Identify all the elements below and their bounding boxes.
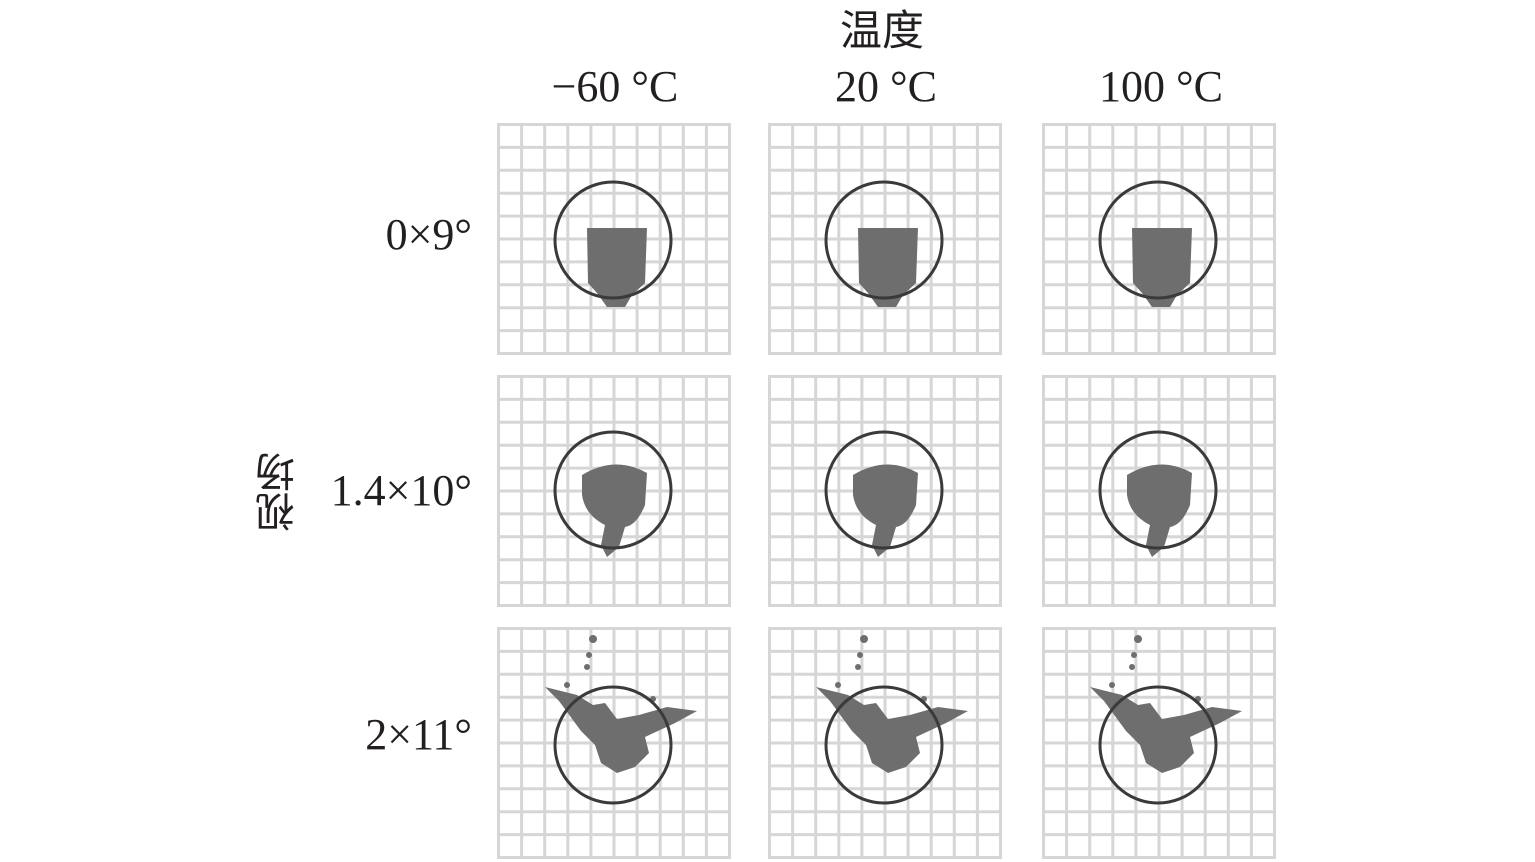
spot-diagram-r2-c1 <box>497 375 731 607</box>
stray-ray-dot <box>860 635 868 643</box>
ray-spot <box>858 228 918 307</box>
ray-spot <box>1090 687 1242 773</box>
spot-diagram-r1-c2 <box>768 123 1002 355</box>
airy-disk-circle <box>553 430 673 550</box>
stray-ray-dot <box>1109 682 1115 688</box>
spot-diagram-svg <box>497 627 731 859</box>
airy-disk-circle <box>824 685 944 805</box>
ray-spot <box>853 464 918 557</box>
spot-diagram-r3-c1 <box>497 627 731 859</box>
ray-spot <box>816 687 968 773</box>
stray-ray-dot <box>855 664 861 670</box>
spot-diagram-r1-c1 <box>497 123 731 355</box>
temperature-title: 温度 <box>840 6 925 55</box>
stray-ray-dot <box>584 664 590 670</box>
spot-diagram-r2-c3 <box>1042 375 1276 607</box>
stray-ray-dot <box>835 682 841 688</box>
airy-disk-circle <box>553 180 673 300</box>
column-label-100: 100 °C <box>1099 62 1223 111</box>
row-label-0x9: 0×9° <box>385 210 472 259</box>
spot-diagram-svg <box>768 123 1002 355</box>
airy-disk-circle <box>1098 685 1218 805</box>
spot-diagram-svg <box>497 375 731 607</box>
stray-ray-dot <box>1134 635 1142 643</box>
column-label-minus60: −60 °C <box>551 62 679 111</box>
column-label-20: 20 °C <box>835 62 937 111</box>
spot-diagram-svg <box>1042 627 1276 859</box>
spot-diagram-r1-c3 <box>1042 123 1276 355</box>
airy-disk-circle <box>1098 430 1218 550</box>
row-label-1-4x10: 1.4×10° <box>330 466 472 515</box>
spot-diagram-svg <box>497 123 731 355</box>
stray-ray-dot <box>1131 652 1137 658</box>
ray-spot <box>582 464 647 557</box>
stray-ray-dot <box>589 635 597 643</box>
spot-diagram-svg <box>768 627 1002 859</box>
airy-disk-circle <box>824 430 944 550</box>
ray-spot <box>1127 464 1192 557</box>
spot-diagram-svg <box>768 375 1002 607</box>
stray-ray-dot <box>564 682 570 688</box>
stray-ray-dot <box>1129 664 1135 670</box>
ray-spot <box>545 687 697 773</box>
spot-diagram-r3-c3 <box>1042 627 1276 859</box>
spot-diagram-svg <box>1042 123 1276 355</box>
ray-spot <box>587 228 647 307</box>
row-label-2x11: 2×11° <box>365 710 472 759</box>
airy-disk-circle <box>1098 180 1218 300</box>
stray-ray-dot <box>586 652 592 658</box>
spot-diagram-svg <box>1042 375 1276 607</box>
airy-disk-circle <box>553 685 673 805</box>
stray-ray-dot <box>857 652 863 658</box>
spot-diagram-r3-c2 <box>768 627 1002 859</box>
airy-disk-circle <box>824 180 944 300</box>
ray-spot <box>1132 228 1192 307</box>
spot-diagram-r2-c2 <box>768 375 1002 607</box>
